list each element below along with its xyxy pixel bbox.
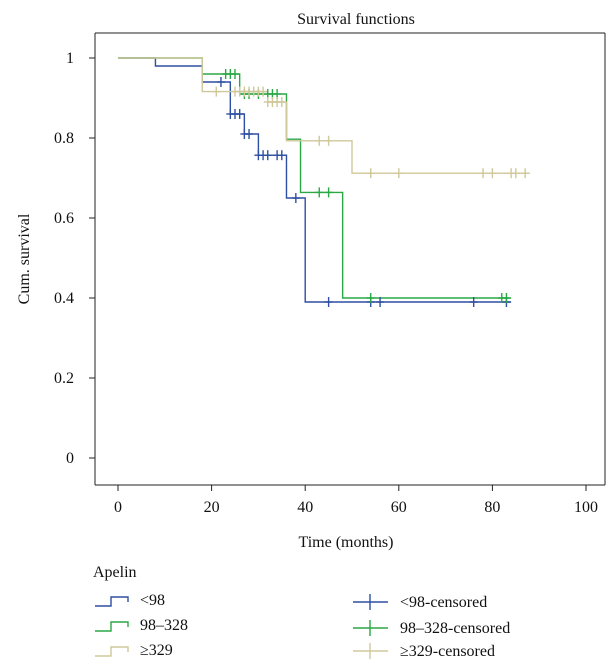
x-tick-label: 60	[391, 499, 407, 516]
y-axis-ticks: 0 0.2 0.4 0.6 0.8 1	[54, 50, 95, 467]
y-tick-label: 0.4	[54, 290, 74, 307]
x-axis-ticks: 0 20 40 60 80 100	[114, 485, 598, 516]
series-line-2	[118, 57, 530, 174]
legend-censored-label: <98-censored	[400, 594, 487, 611]
legend-label: <98	[140, 592, 165, 609]
x-tick-label: 0	[114, 499, 122, 516]
legend-line-entries: <98 98–328 ≥329	[95, 592, 188, 659]
y-tick-label: 0.2	[54, 370, 74, 387]
y-tick-label: 1	[66, 50, 74, 67]
legend-censored-label: ≥329-censored	[400, 643, 495, 660]
x-tick-label: 100	[574, 499, 598, 516]
legend: Apelin <98 98–328 ≥329 <98-censored 98–328-…	[93, 564, 510, 660]
censor-marks	[212, 69, 530, 307]
series-line-0	[118, 57, 512, 303]
y-axis-label: Cum. survival	[16, 213, 33, 304]
legend-step-icon	[95, 596, 129, 607]
x-tick-label: 40	[297, 499, 313, 516]
y-tick-label: 0.6	[54, 210, 74, 227]
legend-title: Apelin	[93, 564, 137, 581]
legend-step-icon	[95, 621, 129, 632]
legend-step-icon	[95, 646, 129, 657]
x-axis-label: Time (months)	[299, 534, 394, 551]
legend-censored-label: 98–328-censored	[400, 620, 510, 637]
y-tick-label: 0.8	[54, 130, 74, 147]
plot-frame	[94, 32, 606, 486]
x-tick-label: 20	[204, 499, 220, 516]
x-tick-label: 80	[484, 499, 500, 516]
legend-censored-entries: <98-censored 98–328-censored ≥329-censored	[353, 594, 510, 660]
series-line-1	[118, 57, 512, 299]
chart-title: Survival functions	[297, 11, 415, 28]
legend-label: ≥329	[140, 642, 173, 659]
series-lines	[118, 57, 530, 303]
y-tick-label: 0	[66, 450, 74, 467]
legend-label: 98–328	[140, 617, 188, 634]
